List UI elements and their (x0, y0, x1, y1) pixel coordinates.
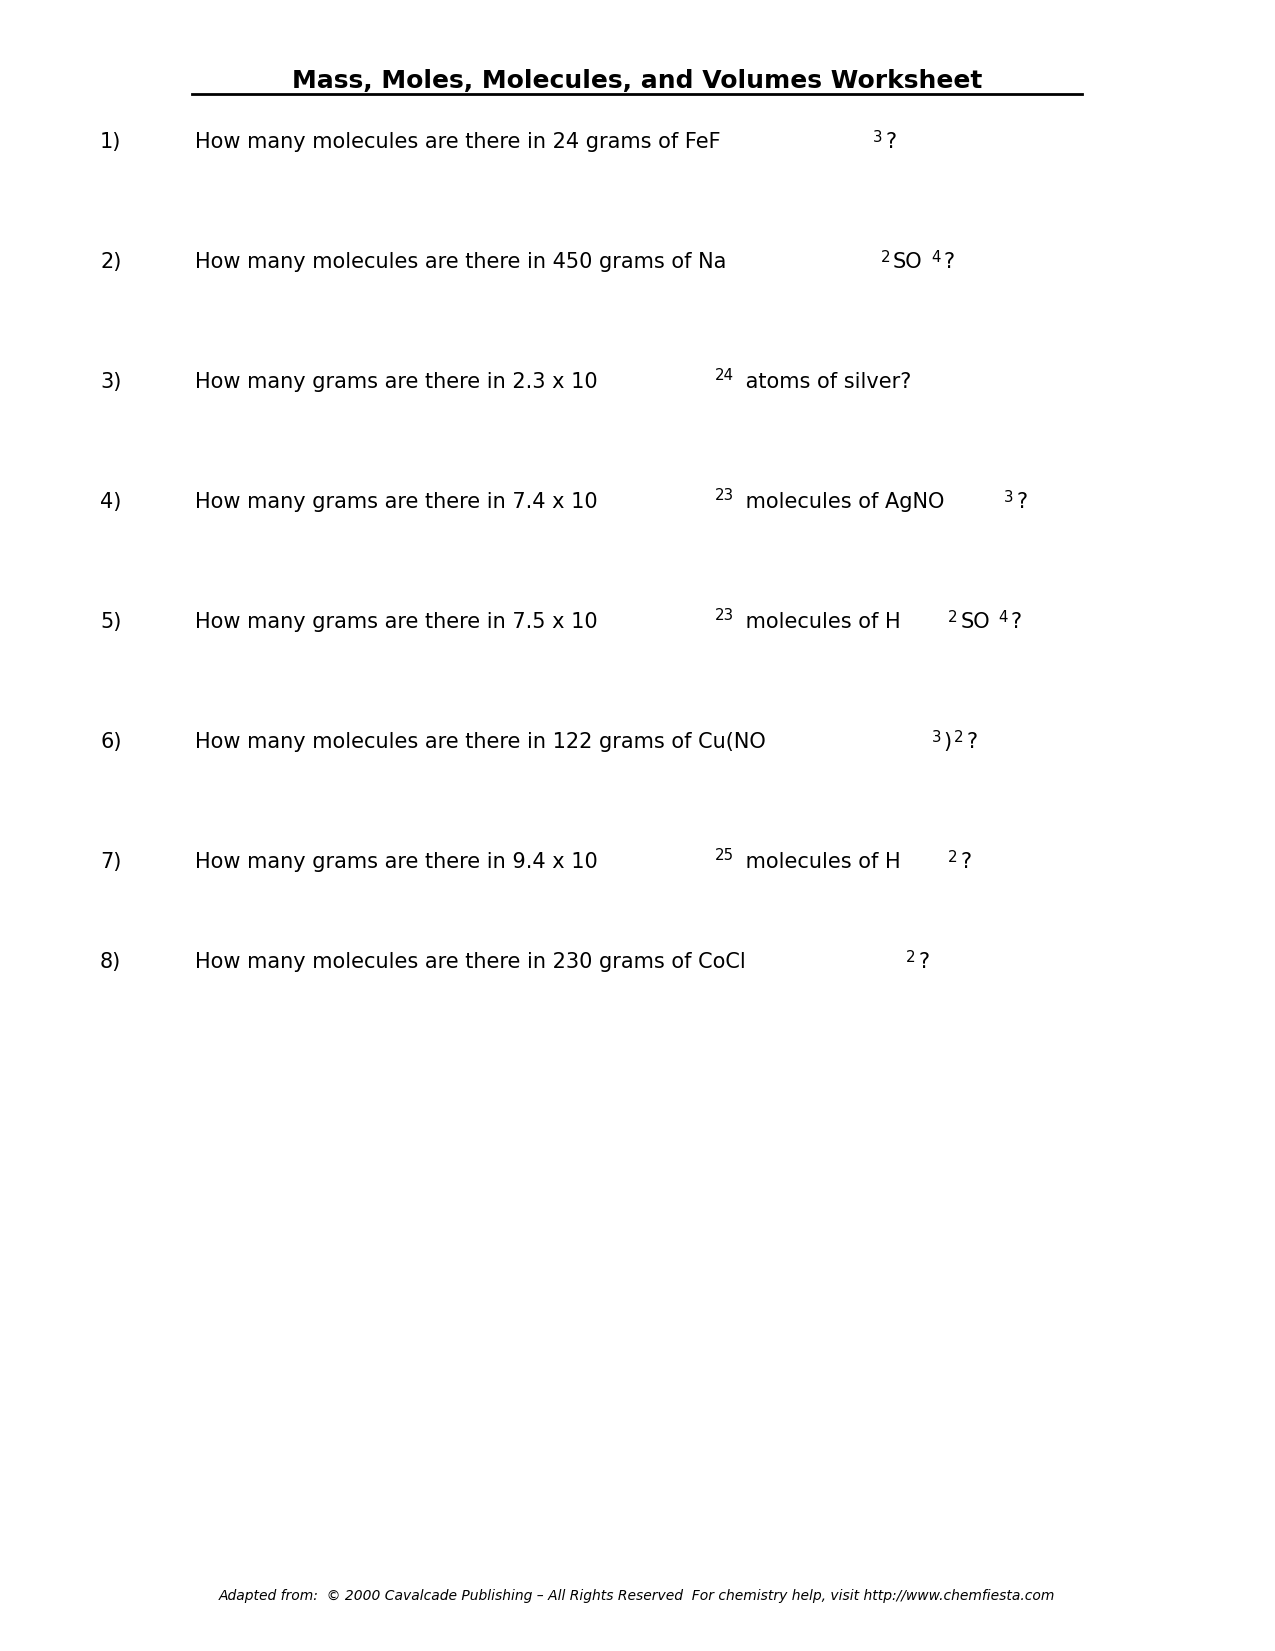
Text: How many molecules are there in 122 grams of Cu(NO: How many molecules are there in 122 gram… (195, 731, 766, 751)
Text: 7): 7) (99, 852, 121, 872)
Text: 2): 2) (99, 253, 121, 272)
Text: 4: 4 (931, 251, 941, 266)
Text: How many molecules are there in 450 grams of Na: How many molecules are there in 450 gram… (195, 253, 727, 272)
Text: How many grams are there in 7.5 x 10: How many grams are there in 7.5 x 10 (195, 613, 598, 632)
Text: 2: 2 (947, 850, 958, 865)
Text: ): ) (944, 731, 952, 751)
Text: 3: 3 (873, 130, 882, 145)
Text: ?: ? (885, 132, 896, 152)
Text: SO: SO (892, 253, 923, 272)
Text: 23: 23 (714, 608, 733, 622)
Text: 4: 4 (998, 611, 1007, 626)
Text: 2: 2 (881, 251, 890, 266)
Text: How many molecules are there in 24 grams of FeF: How many molecules are there in 24 grams… (195, 132, 720, 152)
Text: Adapted from:  © 2000 Cavalcade Publishing – All Rights Reserved  For chemistry : Adapted from: © 2000 Cavalcade Publishin… (219, 1588, 1056, 1603)
Text: 2: 2 (954, 730, 964, 746)
Text: 6): 6) (99, 731, 121, 751)
Text: 5): 5) (99, 613, 121, 632)
Text: Mass, Moles, Molecules, and Volumes Worksheet: Mass, Moles, Molecules, and Volumes Work… (292, 69, 982, 92)
Text: 25: 25 (715, 847, 734, 863)
Text: ?: ? (944, 253, 955, 272)
Text: How many grams are there in 9.4 x 10: How many grams are there in 9.4 x 10 (195, 852, 598, 872)
Text: molecules of AgNO: molecules of AgNO (740, 492, 945, 512)
Text: 23: 23 (714, 487, 733, 502)
Text: ?: ? (918, 953, 929, 972)
Text: atoms of silver?: atoms of silver? (740, 371, 912, 391)
Text: molecules of H: molecules of H (740, 852, 901, 872)
Text: 3: 3 (1005, 490, 1014, 505)
Text: SO: SO (960, 613, 989, 632)
Text: 8): 8) (99, 953, 121, 972)
Text: ?: ? (1016, 492, 1028, 512)
Text: 4): 4) (99, 492, 121, 512)
Text: 3: 3 (932, 730, 941, 746)
Text: 2: 2 (947, 611, 958, 626)
Text: 24: 24 (714, 368, 733, 383)
Text: 3): 3) (99, 371, 121, 391)
Text: molecules of H: molecules of H (740, 613, 901, 632)
Text: ?: ? (960, 852, 972, 872)
Text: ?: ? (966, 731, 978, 751)
Text: 1): 1) (99, 132, 121, 152)
Text: How many grams are there in 2.3 x 10: How many grams are there in 2.3 x 10 (195, 371, 598, 391)
Text: 2: 2 (905, 951, 915, 966)
Text: How many grams are there in 7.4 x 10: How many grams are there in 7.4 x 10 (195, 492, 598, 512)
Text: ?: ? (1011, 613, 1021, 632)
Text: How many molecules are there in 230 grams of CoCl: How many molecules are there in 230 gram… (195, 953, 746, 972)
